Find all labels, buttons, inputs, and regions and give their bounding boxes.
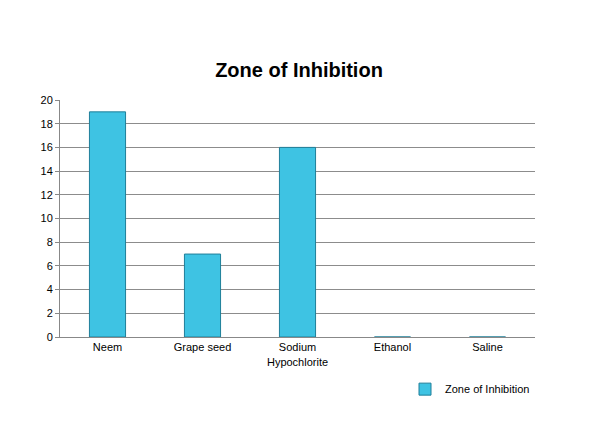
- svg-text:Saline: Saline: [472, 341, 503, 353]
- svg-text:20: 20: [41, 94, 53, 106]
- svg-text:4: 4: [47, 283, 53, 295]
- svg-text:Ethanol: Ethanol: [374, 341, 411, 353]
- svg-text:12: 12: [41, 189, 53, 201]
- svg-text:8: 8: [47, 236, 53, 248]
- svg-text:2: 2: [47, 307, 53, 319]
- svg-text:14: 14: [41, 165, 53, 177]
- svg-text:6: 6: [47, 260, 53, 272]
- svg-text:Grape seed: Grape seed: [174, 341, 231, 353]
- svg-text:16: 16: [41, 141, 53, 153]
- svg-text:Zone of Inhibition: Zone of Inhibition: [445, 383, 529, 395]
- svg-text:18: 18: [41, 118, 53, 130]
- svg-text:0: 0: [47, 331, 53, 343]
- svg-text:Neem: Neem: [93, 341, 122, 353]
- svg-text:Zone of Inhibition: Zone of Inhibition: [215, 59, 383, 81]
- svg-text:SodiumHypochlorite: SodiumHypochlorite: [267, 341, 328, 367]
- svg-text:10: 10: [41, 212, 53, 224]
